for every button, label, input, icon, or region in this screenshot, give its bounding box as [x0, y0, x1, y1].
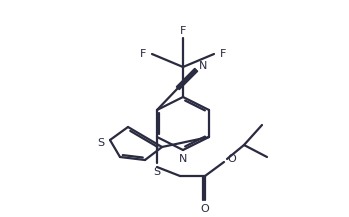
Text: F: F [220, 49, 226, 59]
Text: S: S [154, 167, 161, 177]
Text: O: O [228, 154, 236, 164]
Text: S: S [97, 138, 105, 148]
Text: F: F [180, 26, 186, 36]
Text: F: F [140, 49, 146, 59]
Text: N: N [199, 61, 207, 71]
Text: N: N [179, 154, 187, 164]
Text: O: O [201, 204, 209, 214]
